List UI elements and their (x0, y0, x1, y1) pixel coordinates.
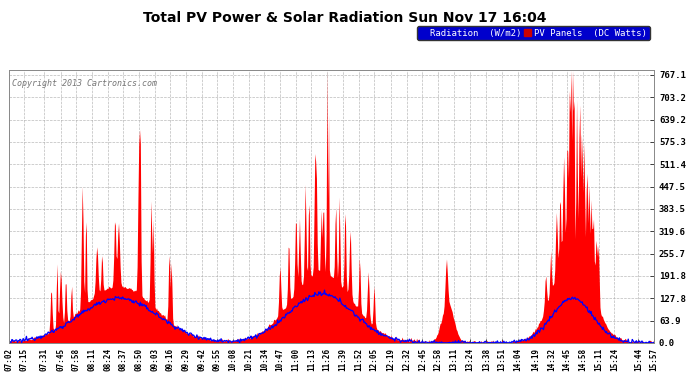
Text: Copyright 2013 Cartronics.com: Copyright 2013 Cartronics.com (12, 78, 157, 87)
Legend: Radiation  (W/m2), PV Panels  (DC Watts): Radiation (W/m2), PV Panels (DC Watts) (417, 26, 649, 40)
Text: Total PV Power & Solar Radiation Sun Nov 17 16:04: Total PV Power & Solar Radiation Sun Nov… (144, 11, 546, 25)
